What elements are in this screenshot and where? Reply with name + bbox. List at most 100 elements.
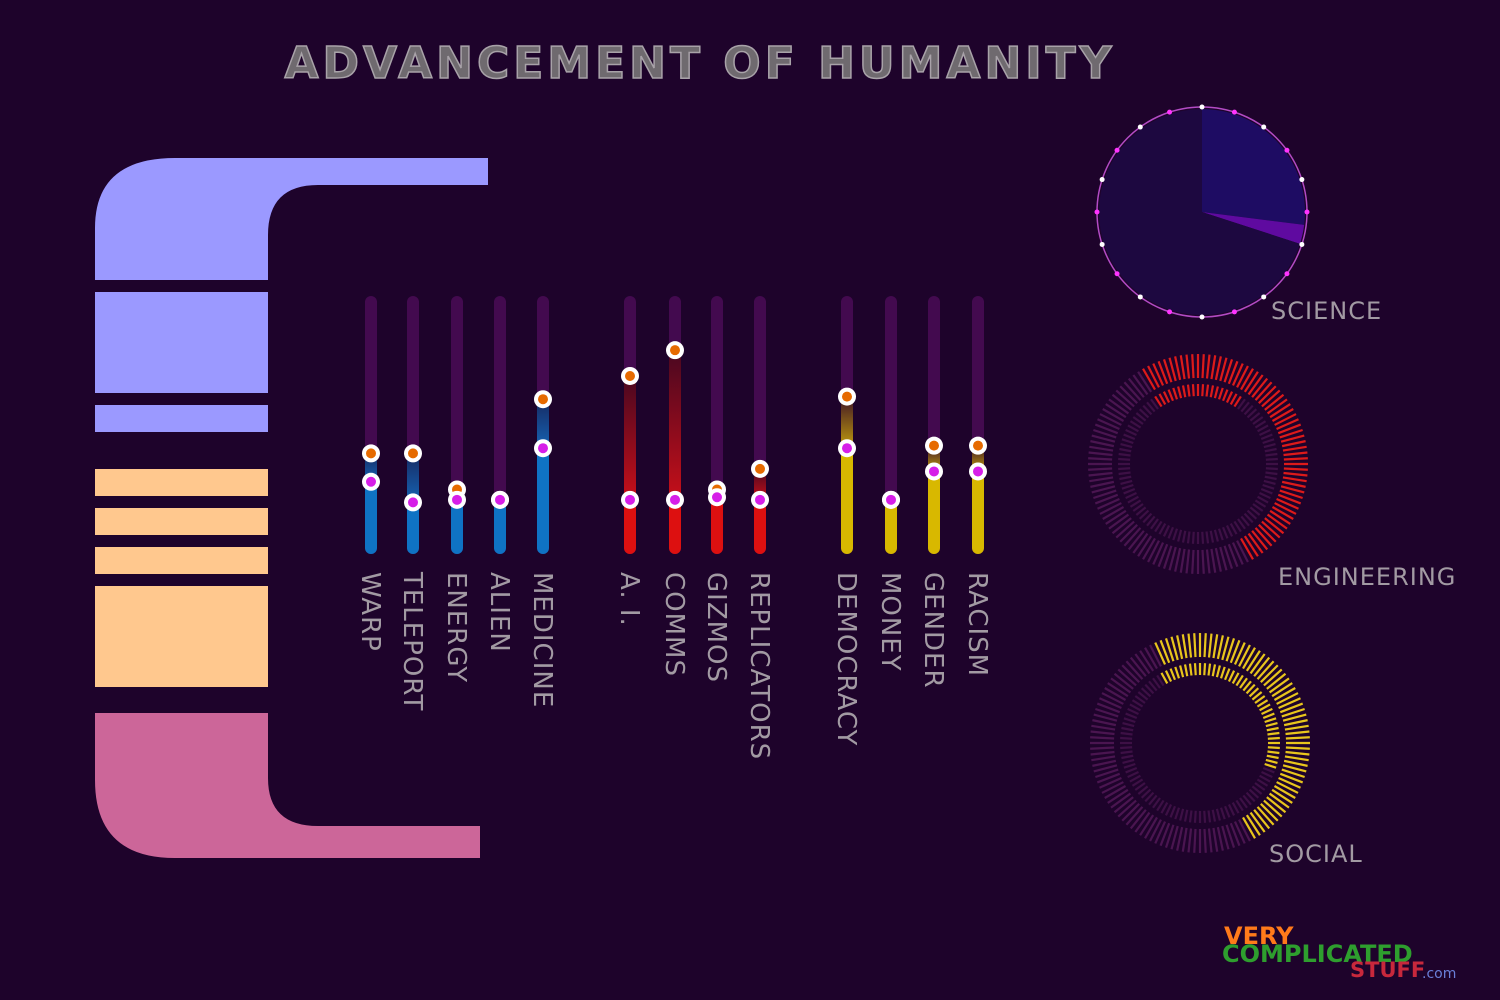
- engineering-outer-ring-tick: [1119, 385, 1138, 404]
- social-outer-ring-tick: [1090, 736, 1115, 740]
- engineering-outer-ring-tick: [1243, 535, 1259, 557]
- social-inner-ring-tick: [1148, 680, 1158, 692]
- engineering-outer-ring-tick: [1279, 489, 1303, 500]
- engineering-outer-ring-tick: [1132, 532, 1149, 554]
- engineering-outer-ring-tick: [1266, 398, 1288, 415]
- engineering-inner-ring-tick: [1158, 393, 1167, 405]
- engineering-inner-ring-tick: [1259, 491, 1271, 500]
- social-inner-ring-tick: [1264, 717, 1277, 724]
- logo-word-stuff: STUFF: [1350, 958, 1426, 982]
- engineering-inner-ring-tick: [1263, 479, 1276, 485]
- social-inner-ring-tick: [1140, 687, 1152, 698]
- engineering-outer-ring-tick: [1227, 543, 1239, 568]
- engineering-outer-ring-tick: [1088, 467, 1113, 471]
- slider-fill-gender: [928, 471, 940, 554]
- social-outer-ring-tick: [1273, 687, 1296, 701]
- social-outer-ring-tick: [1093, 713, 1118, 722]
- social-inner-ring-tick: [1267, 736, 1280, 740]
- social-outer-ring-tick: [1170, 825, 1179, 850]
- social-outer-ring-tick: [1149, 819, 1162, 842]
- engineering-outer-ring-tick: [1280, 434, 1305, 443]
- engineering-inner-ring-tick: [1125, 428, 1137, 437]
- frame-block-peach-3: [95, 547, 268, 574]
- engineering-outer-ring-tick: [1258, 524, 1277, 543]
- social-inner-ring-tick: [1224, 668, 1231, 681]
- slider-label-racism: RACISM: [962, 572, 992, 678]
- social-outer-ring-tick: [1283, 719, 1308, 727]
- social-outer-ring-tick: [1125, 806, 1144, 826]
- engineering-inner-ring-tick: [1260, 433, 1273, 440]
- engineering-outer-ring-tick: [1271, 506, 1294, 520]
- social-outer-ring-tick: [1113, 672, 1134, 690]
- social-outer-ring-tick: [1285, 746, 1310, 750]
- science-ring-dot: [1137, 124, 1143, 130]
- social-inner-ring-tick: [1231, 672, 1240, 684]
- social-outer-ring-tick: [1090, 730, 1115, 736]
- social-inner-ring-tick: [1193, 663, 1197, 676]
- social-outer-ring-tick: [1095, 707, 1119, 718]
- engineering-outer-ring-tick: [1157, 360, 1169, 385]
- engineering-outer-ring: [1088, 354, 1308, 574]
- social-outer-ring-tick: [1260, 664, 1279, 683]
- slider-fill-racism: [972, 471, 984, 554]
- social-inner-ring-tick: [1179, 665, 1185, 678]
- engineering-outer-ring-tick: [1094, 423, 1119, 435]
- engineering-inner-ring-tick: [1118, 457, 1131, 461]
- slider-fill-alien: [494, 499, 506, 554]
- engineering-inner-ring: [1118, 384, 1278, 544]
- social-outer-ring-tick: [1253, 656, 1271, 677]
- engineering-outer-ring-tick: [1137, 371, 1153, 393]
- engineering-inner-ring-tick: [1222, 526, 1229, 539]
- social-outer-ring-tick: [1216, 826, 1224, 851]
- engineering-outer-ring-tick: [1264, 393, 1285, 411]
- engineering-inner-ring-tick: [1237, 518, 1246, 530]
- social-outer-ring-tick: [1164, 638, 1175, 662]
- social-inner-ring-tick: [1203, 663, 1207, 676]
- slider-fill-teleport: [407, 502, 419, 554]
- engineering-inner-ring-tick: [1146, 401, 1156, 413]
- slider-fill-democracy: [841, 448, 853, 554]
- engineering-inner-ring-tick: [1265, 457, 1278, 461]
- engineering-outer-ring-tick: [1168, 546, 1177, 571]
- engineering-outer-ring-tick: [1142, 368, 1156, 391]
- social-inner-ring-tick: [1219, 666, 1226, 679]
- social-inner-ring-tick: [1235, 799, 1244, 812]
- engineering-outer-ring-tick: [1115, 389, 1135, 408]
- engineering-outer-ring-tick: [1210, 355, 1217, 380]
- engineering-inner-ring-tick: [1240, 401, 1250, 413]
- engineering-outer-ring-tick: [1254, 527, 1273, 547]
- engineering-inner-ring-tick: [1259, 428, 1271, 437]
- social-inner-ring-tick: [1152, 677, 1161, 689]
- page-title: ADVANCEMENT OF HUMANITY: [284, 37, 1116, 90]
- engineering-inner-ring-tick: [1119, 447, 1132, 453]
- engineering-inner-ring-tick: [1246, 509, 1258, 520]
- social-outer-ring-tick: [1253, 809, 1271, 830]
- social-inner-ring-tick: [1123, 717, 1136, 724]
- engineering-outer-ring-tick: [1147, 365, 1160, 388]
- social-outer-ring-tick: [1225, 824, 1236, 848]
- social-outer-ring-tick: [1242, 816, 1256, 839]
- social-inner-ring-tick: [1121, 726, 1134, 732]
- social-outer-ring-tick: [1263, 668, 1283, 687]
- slider-label-energy: ENERGY: [441, 572, 471, 684]
- engineering-outer-ring-tick: [1266, 513, 1288, 530]
- social-outer-ring-tick: [1107, 788, 1129, 804]
- engineering-outer-ring-tick: [1157, 543, 1169, 568]
- slider-marker-magenta-core-racism: [973, 466, 983, 477]
- engineering-outer-ring-tick: [1090, 440, 1115, 448]
- engineering-outer-ring-tick: [1264, 517, 1285, 535]
- social-outer-ring-tick: [1154, 821, 1167, 844]
- social-inner-ring-tick: [1254, 782, 1266, 791]
- social-outer-ring-tick: [1159, 639, 1171, 664]
- social-outer-ring: [1090, 633, 1310, 853]
- engineering-outer-ring-tick: [1108, 513, 1130, 530]
- slider-label-gender: GENDER: [918, 572, 948, 689]
- social-outer-ring-tick: [1249, 811, 1266, 833]
- slider-label-money: MONEY: [875, 572, 905, 672]
- engineering-outer-ring-tick: [1219, 357, 1228, 382]
- engineering-inner-ring-tick: [1167, 389, 1174, 402]
- engineering-outer-ring-tick: [1210, 548, 1217, 573]
- science-ring-dot: [1114, 147, 1120, 153]
- social-outer-ring-tick: [1281, 768, 1305, 779]
- social-inner-ring-tick: [1188, 810, 1193, 823]
